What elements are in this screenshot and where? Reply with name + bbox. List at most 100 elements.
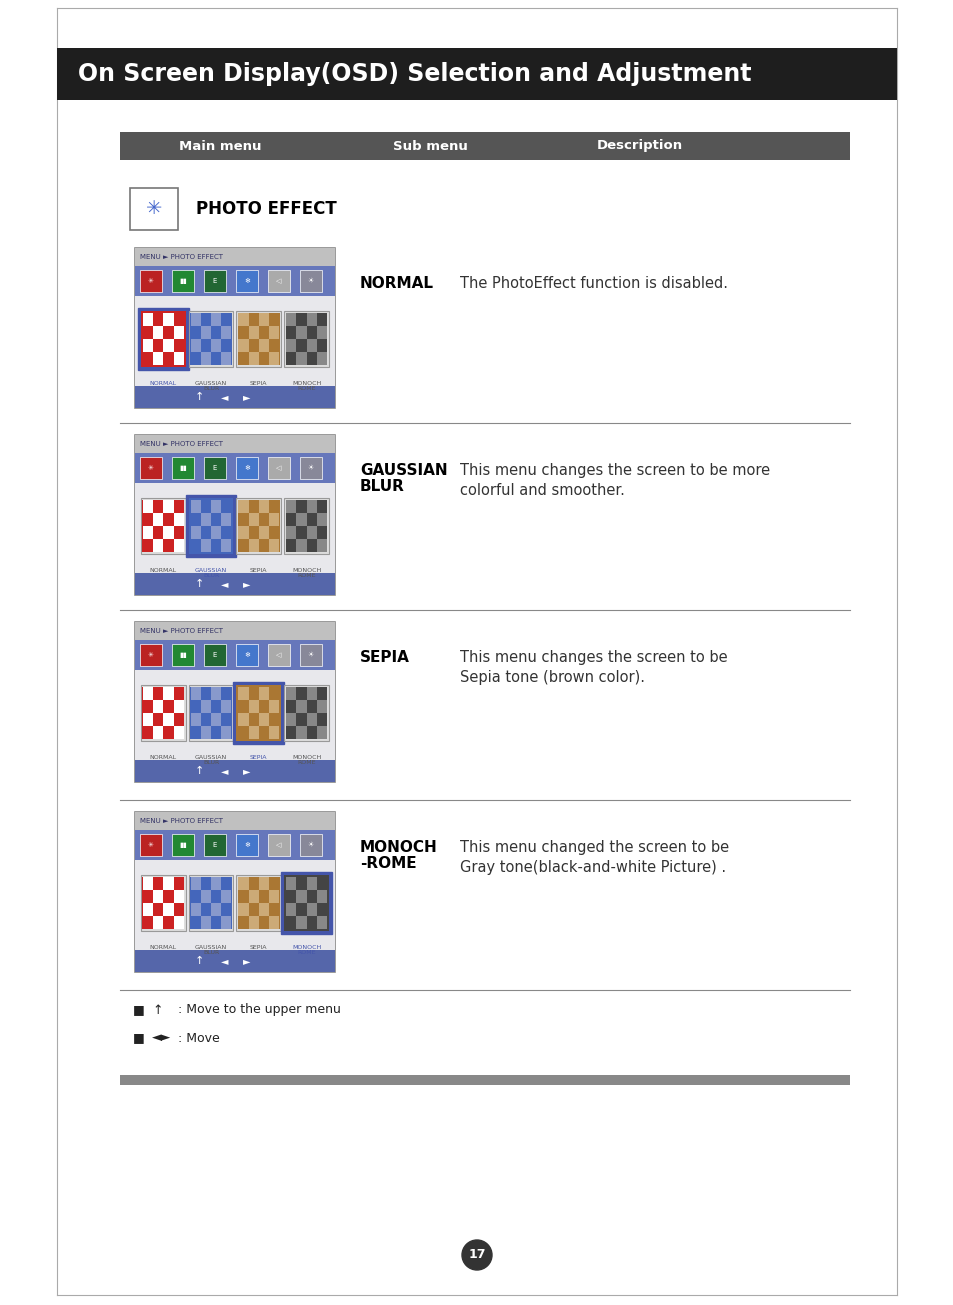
Bar <box>249 699 258 713</box>
Bar <box>238 326 249 339</box>
Circle shape <box>461 1240 492 1270</box>
Bar <box>135 573 335 595</box>
Bar <box>211 686 221 699</box>
Bar <box>191 699 201 713</box>
Bar <box>269 890 279 903</box>
Bar <box>306 713 316 726</box>
Bar <box>143 890 153 903</box>
Bar <box>286 339 296 352</box>
Bar <box>143 916 153 929</box>
Bar <box>258 903 269 916</box>
Bar <box>191 526 201 539</box>
Bar <box>296 526 306 539</box>
Bar <box>163 513 173 526</box>
Text: ✳: ✳ <box>148 652 153 658</box>
Bar <box>141 499 186 553</box>
Bar <box>306 352 316 365</box>
Bar <box>143 686 153 699</box>
Bar <box>163 500 173 513</box>
Bar <box>135 812 335 830</box>
Bar <box>153 326 163 339</box>
Bar <box>299 270 322 292</box>
Bar <box>138 308 189 369</box>
Bar <box>191 339 201 352</box>
Text: GAUSSIAN
BLUR: GAUSSIAN BLUR <box>194 754 227 765</box>
Bar <box>286 686 296 699</box>
Bar <box>190 686 232 740</box>
Bar <box>235 643 257 666</box>
Bar <box>201 890 211 903</box>
Bar <box>143 726 153 739</box>
Bar <box>140 643 162 666</box>
Bar <box>140 834 162 856</box>
Bar <box>211 313 221 326</box>
Bar <box>142 877 184 929</box>
Bar <box>316 686 327 699</box>
Bar <box>143 713 153 726</box>
Bar <box>143 539 153 552</box>
Bar <box>173 877 184 890</box>
Bar <box>190 877 232 929</box>
Bar <box>269 877 279 890</box>
Bar <box>135 622 335 782</box>
Bar <box>296 686 306 699</box>
Bar <box>143 326 153 339</box>
Bar <box>286 326 296 339</box>
Bar <box>191 352 201 365</box>
Bar <box>258 326 269 339</box>
Bar <box>258 890 269 903</box>
Bar <box>153 526 163 539</box>
Bar <box>249 539 258 552</box>
Bar <box>211 916 221 929</box>
Bar <box>249 313 258 326</box>
Bar <box>316 699 327 713</box>
Bar <box>233 683 284 744</box>
Bar <box>238 313 249 326</box>
Bar <box>269 500 279 513</box>
Bar <box>249 726 258 739</box>
Text: Sub menu: Sub menu <box>392 140 467 153</box>
Bar <box>238 339 249 352</box>
Bar <box>221 903 232 916</box>
Bar <box>269 526 279 539</box>
Bar <box>286 713 296 726</box>
Text: SEPIA: SEPIA <box>359 650 410 666</box>
Bar <box>268 834 290 856</box>
Text: NORMAL: NORMAL <box>150 945 176 950</box>
Bar <box>286 313 296 326</box>
Bar <box>238 916 249 929</box>
Bar <box>172 457 193 479</box>
Bar <box>258 686 269 699</box>
Bar <box>153 713 163 726</box>
Bar <box>211 513 221 526</box>
Bar <box>191 726 201 739</box>
Bar <box>153 877 163 890</box>
Bar <box>153 916 163 929</box>
Bar <box>140 270 162 292</box>
Bar <box>163 916 173 929</box>
Bar <box>153 513 163 526</box>
Text: MONOCH
ROME: MONOCH ROME <box>292 568 321 578</box>
Bar <box>284 499 329 553</box>
Bar <box>306 513 316 526</box>
Bar <box>238 903 249 916</box>
Bar <box>237 877 279 929</box>
Text: ◁: ◁ <box>276 465 281 471</box>
Text: ↑: ↑ <box>194 392 204 402</box>
Bar <box>201 500 211 513</box>
Bar <box>236 499 281 553</box>
Bar <box>211 526 221 539</box>
Bar <box>258 526 269 539</box>
Bar <box>286 726 296 739</box>
Text: NORMAL: NORMAL <box>359 275 434 291</box>
Bar <box>284 874 329 930</box>
Bar <box>306 877 316 890</box>
Text: E: E <box>213 652 217 658</box>
Bar <box>306 686 316 699</box>
Text: GAUSSIAN
BLUR: GAUSSIAN BLUR <box>194 568 227 578</box>
Bar <box>296 726 306 739</box>
Bar <box>284 685 329 741</box>
Bar <box>306 916 316 929</box>
Bar <box>316 916 327 929</box>
Bar <box>238 513 249 526</box>
